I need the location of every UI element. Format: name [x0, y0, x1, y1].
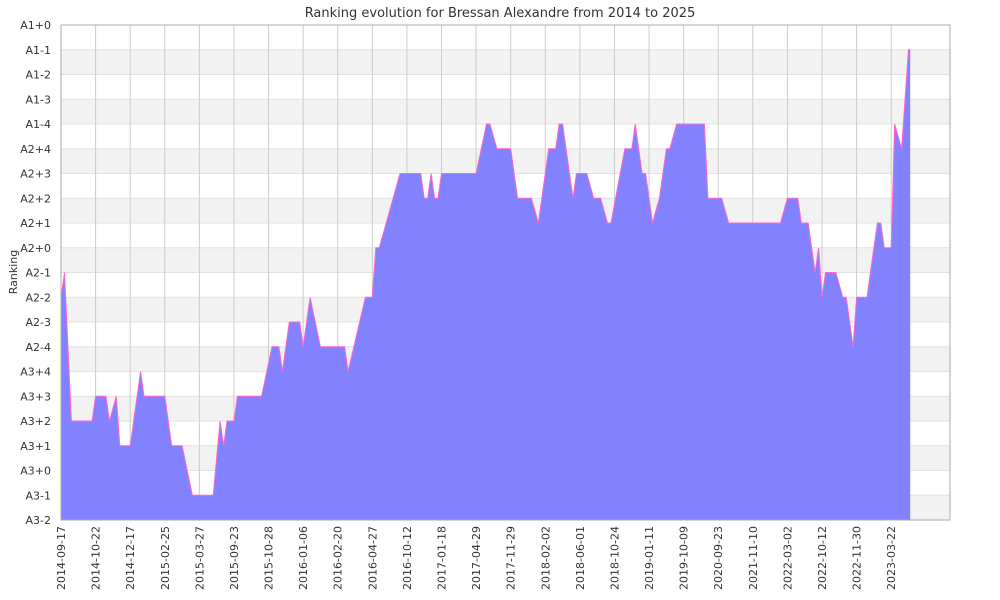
- y-tick-label: A2-4: [26, 341, 52, 354]
- x-tick-label: 2015-02-25: [159, 526, 172, 590]
- chart-title: Ranking evolution for Bressan Alexandre …: [305, 6, 696, 21]
- x-tick-label: 2023-03-22: [885, 526, 898, 590]
- x-tick-label: 2019-01-11: [643, 526, 656, 590]
- y-tick-label: A3-2: [26, 514, 52, 527]
- y-tick-label: A3+4: [20, 366, 51, 379]
- x-tick-label: 2018-10-24: [608, 526, 621, 590]
- y-tick-label: A1-1: [26, 44, 52, 57]
- y-tick-label: A1+0: [20, 19, 51, 32]
- x-tick-labels: 2014-09-17 2014-10-22 2014-12-17 2015-02-25…: [55, 526, 898, 590]
- y-tick-labels: A3-2 A3-1 A3+0 A3+1 A3+2 A3+3 A3+4 A2-4 A2-3 A2-2…: [20, 19, 51, 527]
- x-tick-label: 2016-10-12: [401, 526, 414, 590]
- x-tick-label: 2016-04-27: [366, 526, 379, 590]
- x-tick-label: 2014-12-17: [124, 526, 137, 590]
- x-tick-label: 2018-06-01: [574, 526, 587, 590]
- x-tick-label: 2017-01-18: [436, 526, 449, 590]
- ranking-line: [60, 49, 911, 496]
- x-tick-label: 2014-09-17: [55, 526, 68, 590]
- y-axis-label: Ranking: [7, 250, 20, 295]
- y-tick-label: A2-2: [26, 291, 52, 304]
- y-tick-label: A2+2: [20, 192, 51, 205]
- y-tick-label: A2+3: [20, 168, 51, 181]
- x-tick-label: 2022-11-30: [851, 526, 864, 590]
- x-tick-label: 2022-03-02: [781, 526, 794, 590]
- x-tick-label: 2019-10-09: [678, 526, 691, 590]
- x-tick-label: 2017-04-29: [470, 526, 483, 590]
- y-tick-label: A2-1: [26, 267, 52, 280]
- y-tick-label: A2+1: [20, 217, 51, 230]
- x-tick-label: 2016-01-06: [297, 526, 310, 590]
- y-tick-label: A2-3: [26, 316, 52, 329]
- x-tick-label: 2015-03-27: [193, 526, 206, 590]
- x-tick-label: 2015-10-28: [263, 526, 276, 590]
- x-tick-label: 2020-09-23: [712, 526, 725, 590]
- x-tick-label: 2014-10-22: [90, 526, 103, 590]
- x-tick-label: 2021-11-10: [747, 526, 760, 590]
- y-tick-label: A1-3: [26, 93, 52, 106]
- x-tick-label: 2015-09-23: [228, 526, 241, 590]
- x-tick-label: 2016-02-20: [332, 526, 345, 590]
- grid-band: [61, 49, 950, 75]
- y-tick-label: A3+2: [20, 415, 51, 428]
- x-tick-label: 2017-11-29: [505, 526, 518, 590]
- y-tick-label: A2+0: [20, 242, 51, 255]
- y-tick-label: A3+3: [20, 390, 51, 403]
- ranking-area: [61, 49, 911, 521]
- y-tick-label: A1-4: [26, 118, 52, 131]
- x-tick-label: 2018-02-02: [539, 526, 552, 590]
- y-tick-label: A3+1: [20, 440, 51, 453]
- y-tick-label: A3-1: [26, 489, 52, 502]
- y-tick-label: A3+0: [20, 465, 51, 478]
- y-tick-label: A2+4: [20, 143, 51, 156]
- plot-frame: [60, 24, 951, 521]
- y-tick-label: A1-2: [26, 69, 52, 82]
- x-tick-label: 2022-10-12: [816, 526, 829, 590]
- grid-band: [61, 99, 950, 124]
